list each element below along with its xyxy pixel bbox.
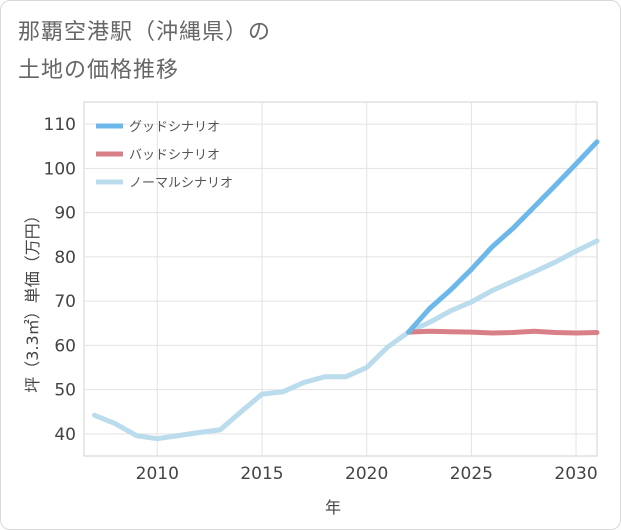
- y-tick-label: 100: [44, 159, 76, 179]
- x-tick-label: 2010: [136, 464, 179, 484]
- y-tick-label: 60: [54, 336, 76, 356]
- x-tick-labels: 2010 2015 2020 2025 2030: [136, 464, 598, 484]
- y-tick-label: 90: [54, 204, 76, 224]
- legend-label: バッドシナリオ: [129, 148, 220, 163]
- chart-title: 那覇空港駅（沖縄県）の 土地の価格推移: [18, 14, 271, 90]
- y-axis-title: 坪（3.3㎡）単価（万円）: [23, 207, 42, 392]
- y-tick-label: 40: [54, 425, 76, 445]
- legend-label: グッドシナリオ: [129, 120, 220, 135]
- x-tick-label: 2015: [240, 464, 283, 484]
- legend-label: ノーマルシナリオ: [129, 176, 233, 191]
- x-tick-label: 2020: [345, 464, 388, 484]
- series-line-1: [406, 139, 600, 335]
- series-line-2: [406, 328, 600, 336]
- y-tick-label: 50: [54, 381, 76, 401]
- x-tick-label: 2025: [450, 464, 493, 484]
- chart-title-line2: 土地の価格推移: [18, 58, 180, 83]
- chart-title-line1: 那覇空港駅（沖縄県）の: [18, 20, 272, 45]
- y-tick-label: 70: [54, 292, 76, 312]
- y-tick-label: 110: [44, 115, 76, 135]
- plot-area: [83, 101, 598, 457]
- y-tick-labels: 40 50 60 70 80 90 100 110: [44, 115, 76, 445]
- x-tick-label: 2030: [554, 464, 597, 484]
- series-line-3: [92, 238, 600, 442]
- y-tick-label: 80: [54, 248, 76, 268]
- series-lines: [92, 139, 600, 442]
- x-axis-title: 年: [325, 498, 341, 517]
